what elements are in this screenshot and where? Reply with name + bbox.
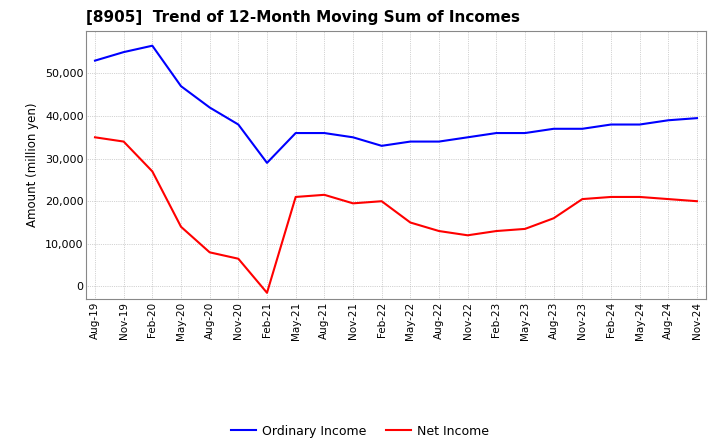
- Ordinary Income: [320, 130, 328, 136]
- Text: [8905]  Trend of 12-Month Moving Sum of Incomes: [8905] Trend of 12-Month Moving Sum of I…: [86, 11, 521, 26]
- Net Income: [635, 194, 644, 200]
- Net Income: [693, 198, 701, 204]
- Ordinary Income: [406, 139, 415, 144]
- Net Income: [205, 249, 214, 255]
- Net Income: [492, 228, 500, 234]
- Ordinary Income: [263, 160, 271, 165]
- Net Income: [521, 226, 529, 231]
- Net Income: [348, 201, 357, 206]
- Ordinary Income: [464, 135, 472, 140]
- Ordinary Income: [492, 130, 500, 136]
- Ordinary Income: [148, 43, 157, 48]
- Net Income: [377, 198, 386, 204]
- Ordinary Income: [120, 49, 128, 55]
- Ordinary Income: [578, 126, 587, 132]
- Ordinary Income: [635, 122, 644, 127]
- Net Income: [148, 169, 157, 174]
- Ordinary Income: [664, 117, 672, 123]
- Y-axis label: Amount (million yen): Amount (million yen): [27, 103, 40, 227]
- Ordinary Income: [435, 139, 444, 144]
- Net Income: [176, 224, 185, 229]
- Net Income: [578, 196, 587, 202]
- Ordinary Income: [176, 84, 185, 89]
- Net Income: [234, 256, 243, 261]
- Net Income: [320, 192, 328, 198]
- Ordinary Income: [292, 130, 300, 136]
- Ordinary Income: [549, 126, 558, 132]
- Net Income: [607, 194, 616, 200]
- Ordinary Income: [521, 130, 529, 136]
- Net Income: [292, 194, 300, 200]
- Net Income: [549, 216, 558, 221]
- Net Income: [435, 228, 444, 234]
- Net Income: [464, 233, 472, 238]
- Net Income: [406, 220, 415, 225]
- Ordinary Income: [377, 143, 386, 148]
- Ordinary Income: [693, 115, 701, 121]
- Ordinary Income: [91, 58, 99, 63]
- Ordinary Income: [607, 122, 616, 127]
- Net Income: [91, 135, 99, 140]
- Line: Net Income: Net Income: [95, 137, 697, 293]
- Ordinary Income: [234, 122, 243, 127]
- Ordinary Income: [348, 135, 357, 140]
- Net Income: [664, 196, 672, 202]
- Net Income: [263, 290, 271, 295]
- Net Income: [120, 139, 128, 144]
- Legend: Ordinary Income, Net Income: Ordinary Income, Net Income: [226, 420, 494, 440]
- Ordinary Income: [205, 105, 214, 110]
- Line: Ordinary Income: Ordinary Income: [95, 46, 697, 163]
